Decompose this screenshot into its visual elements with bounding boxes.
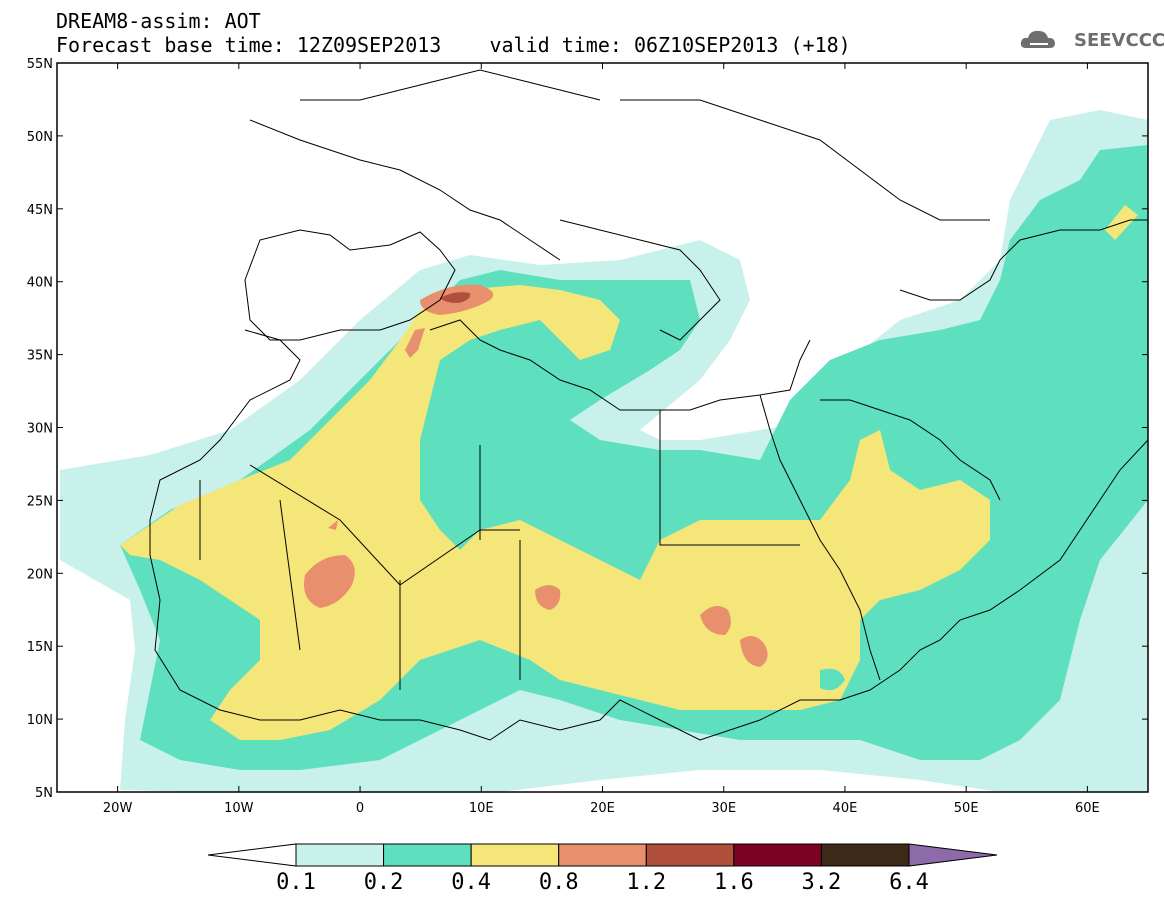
- lat-tick-label: 25N: [27, 494, 53, 509]
- seevccc-logo-text: SEEVCCC: [1074, 30, 1165, 51]
- colorbar-label: 1.2: [626, 870, 667, 895]
- lat-tick-label: 50N: [27, 130, 53, 145]
- cloud-logo-icon: [1020, 30, 1055, 48]
- lat-tick-label: 10N: [27, 713, 53, 728]
- lon-tick-label: 60E: [1075, 801, 1100, 816]
- colorbar-label: 0.4: [451, 870, 492, 895]
- colorbar-swatch: [820, 843, 910, 867]
- longitude-axis: 20W 10W 0 10E 20E 30E 40E 50E 60E: [103, 63, 1100, 816]
- lat-tick-label: 20N: [27, 567, 53, 582]
- lat-tick-label: 45N: [27, 203, 53, 218]
- colorbar-swatch: [558, 843, 647, 867]
- lon-tick-label: 40E: [833, 801, 858, 816]
- colorbar-swatch: [383, 843, 472, 867]
- colorbar-label: 6.4: [889, 870, 929, 895]
- lon-tick-label: 30E: [711, 801, 736, 816]
- colorbar-label: 1.6: [713, 870, 754, 895]
- map-title: DREAM8-assim: AOT: [56, 9, 261, 33]
- colorbar-label: 0.2: [363, 870, 404, 895]
- coastlines-layer: [149, 69, 1148, 741]
- colorbar-swatch: [645, 843, 735, 867]
- colorbar-swatch: [733, 843, 822, 867]
- lat-tick-label: 55N: [27, 57, 53, 72]
- colorbar-high-arrow: [908, 843, 998, 867]
- latitude-axis: 55N 50N 45N 40N 35N 30N 25N 20N 15N 10N 5N: [27, 57, 1148, 801]
- lon-tick-label: 10W: [224, 801, 254, 816]
- lat-tick-label: 35N: [27, 349, 53, 364]
- lat-tick-label: 40N: [27, 276, 53, 291]
- aot-band-0.8: [304, 555, 355, 608]
- aot-band-1.2: [440, 292, 471, 303]
- colorbar-label: 0.8: [538, 870, 579, 895]
- colorbar-swatch: [295, 843, 385, 867]
- lon-tick-label: 10E: [469, 801, 494, 816]
- colorbar-label: 0.1: [276, 870, 316, 895]
- colorbar-low-arrow: [207, 843, 297, 867]
- colorbar-label: 3.2: [801, 870, 842, 895]
- lon-tick-label: 50E: [954, 801, 979, 816]
- lon-tick-label: 20E: [590, 801, 615, 816]
- colorbar: [207, 843, 998, 867]
- aot-shading-layer: [57, 63, 1148, 792]
- lon-tick-label: 0: [356, 801, 364, 816]
- colorbar-swatch: [470, 843, 560, 867]
- lat-tick-label: 30N: [27, 422, 53, 437]
- aot-band-0.4: [120, 285, 990, 740]
- lon-tick-label: 20W: [103, 801, 133, 816]
- forecast-time-subtitle: Forecast base time: 12Z09SEP2013 valid t…: [56, 33, 851, 57]
- lat-tick-label: 5N: [35, 786, 53, 801]
- lat-tick-label: 15N: [27, 640, 53, 655]
